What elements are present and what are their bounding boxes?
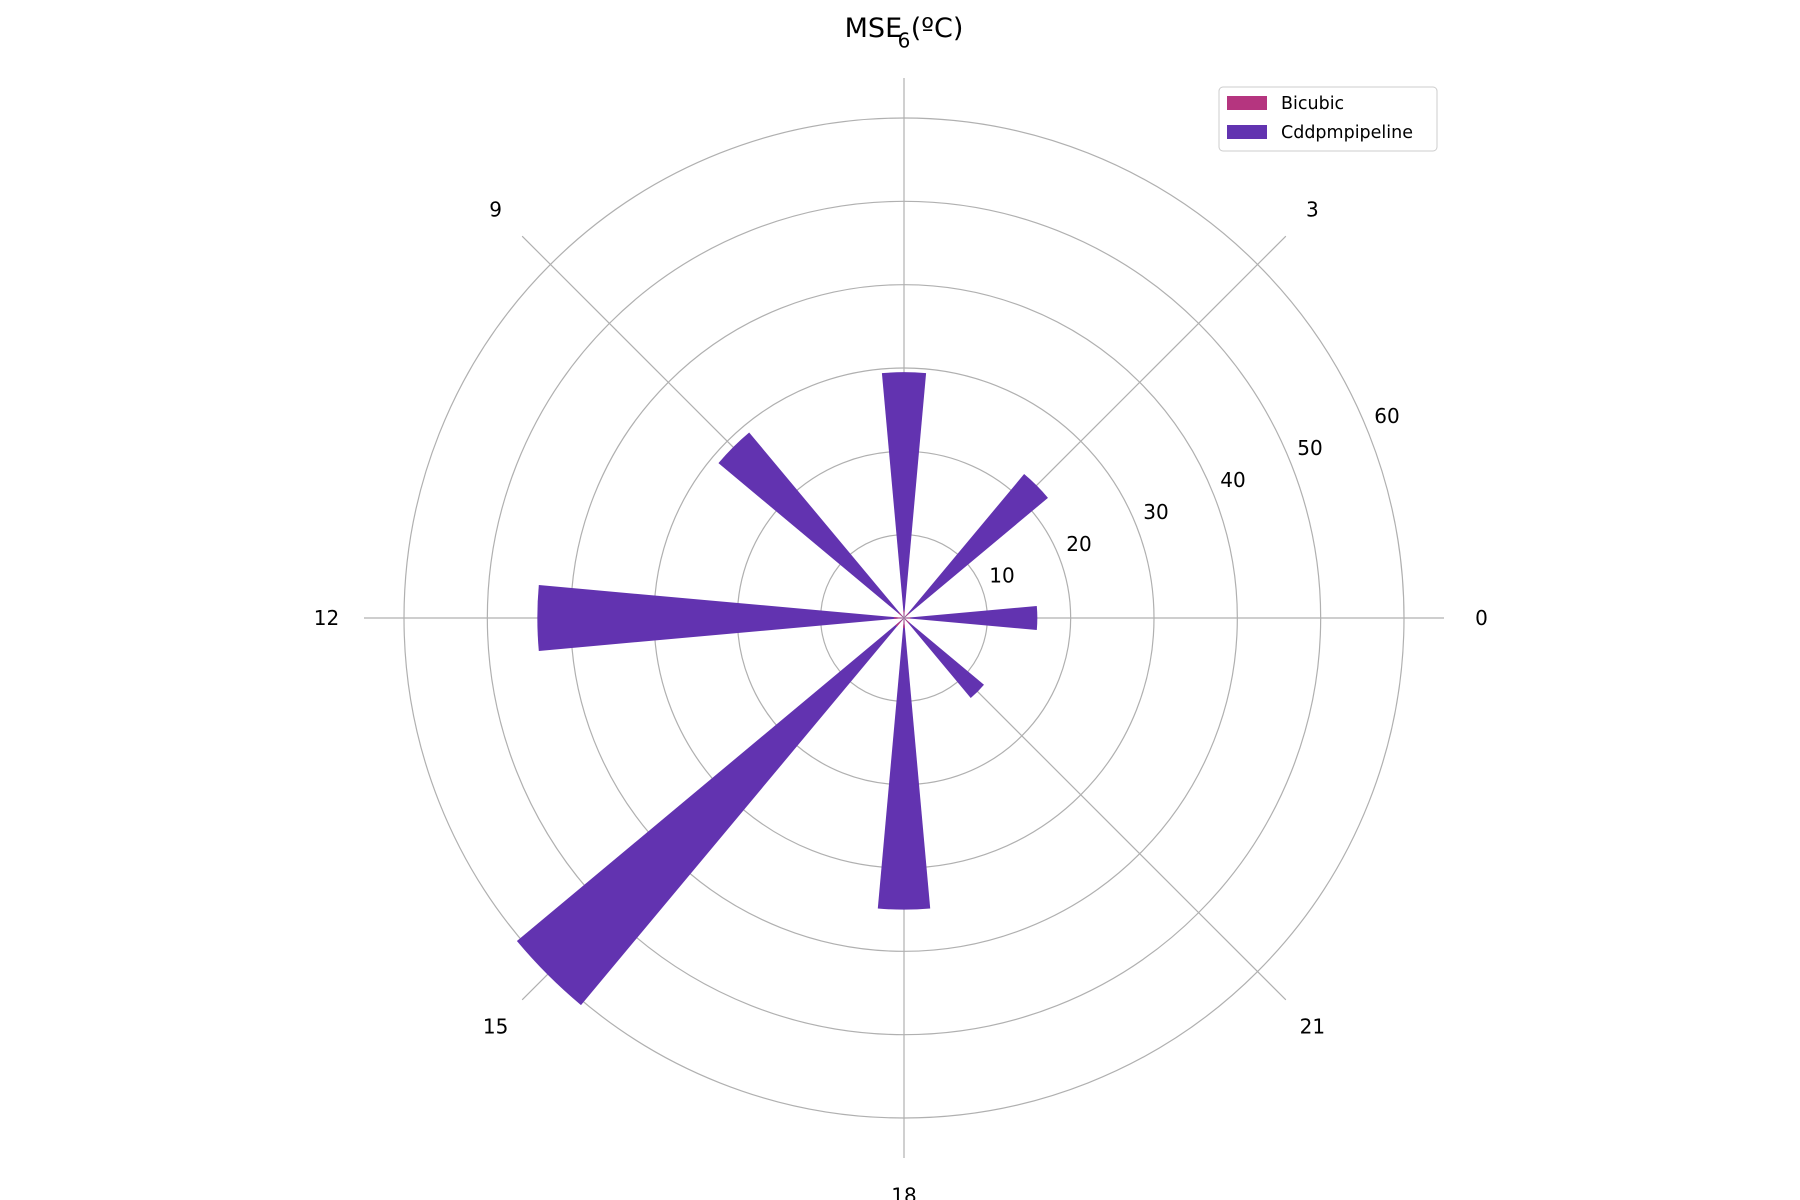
bar-cddpmpipeline-21: [904, 618, 984, 698]
bar-bicubic-18: [903, 618, 905, 628]
chart-title: MSE (ºC): [845, 13, 964, 44]
angle-tick-3: 3: [1306, 198, 1319, 222]
bar-bicubic-6: [903, 610, 905, 618]
radial-tick-20: 20: [1066, 532, 1091, 556]
bar-bicubic-3: [904, 612, 910, 618]
radial-tick-30: 30: [1143, 500, 1168, 524]
bar-cddpmpipeline-0: [904, 606, 1038, 630]
legend-swatch-bicubic: [1227, 96, 1267, 110]
bar-cddpmpipeline-3: [904, 474, 1048, 618]
angle-tick-0: 0: [1475, 606, 1488, 630]
bar-bicubic-12: [894, 617, 904, 619]
angle-tick-6: 6: [898, 29, 911, 53]
legend-box: [1218, 86, 1438, 152]
angle-tick-9: 9: [489, 198, 502, 222]
angular-tick-labels: 0 3 6 9 12 15 18 21: [314, 29, 1488, 1200]
radial-tick-60: 60: [1374, 404, 1399, 428]
legend-label-cddpmpipeline: Cddpmpipeline: [1281, 123, 1413, 143]
angle-tick-18: 18: [891, 1184, 916, 1200]
radial-tick-50: 50: [1297, 436, 1322, 460]
angle-tick-12: 12: [314, 606, 339, 630]
radial-tick-10: 10: [989, 564, 1014, 588]
bar-bicubic-15: [895, 618, 904, 627]
legend-swatch-cddpmpipeline: [1227, 125, 1267, 139]
bar-bicubic-21: [904, 618, 910, 624]
radial-tick-40: 40: [1220, 468, 1245, 492]
angle-tick-15: 15: [483, 1014, 508, 1038]
angle-tick-21: 21: [1300, 1014, 1325, 1038]
radial-tick-labels: 10 20 30 40 50 60: [989, 404, 1399, 587]
bar-bicubic-9: [898, 612, 904, 618]
bar-cddpmpipeline-12: [537, 585, 904, 651]
bar-cddpmpipeline-15: [516, 618, 904, 1006]
bar-cddpmpipeline-18: [877, 618, 931, 910]
bar-cddpmpipeline-9: [718, 432, 904, 618]
legend: Bicubic Cddpmpipeline: [1218, 86, 1438, 152]
bar-bicubic-0: [904, 617, 911, 619]
bars: [516, 372, 1048, 1006]
legend-label-bicubic: Bicubic: [1281, 94, 1344, 114]
bar-cddpmpipeline-6: [881, 372, 927, 618]
